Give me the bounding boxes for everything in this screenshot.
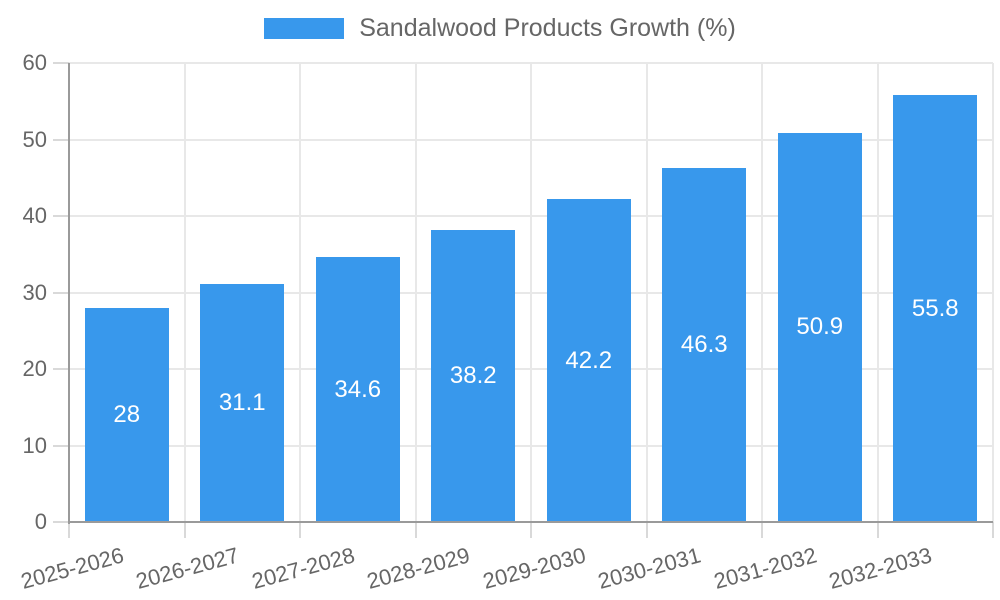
x-tick-label: 2026-2027 (133, 542, 242, 594)
y-tick-mark (53, 521, 69, 523)
x-tick-label: 2031-2032 (710, 542, 819, 594)
y-tick-label: 60 (22, 50, 47, 75)
y-tick-label: 0 (34, 509, 47, 534)
y-tick-mark (53, 138, 69, 141)
x-gridline (645, 63, 648, 522)
bar-value-label: 50.9 (796, 313, 844, 341)
x-tick-label: 2032-2033 (826, 542, 935, 594)
y-tick-mark (53, 215, 69, 217)
x-tick-mark (183, 522, 186, 538)
y-tick-label: 20 (22, 356, 47, 381)
y-tick-label: 30 (22, 279, 47, 305)
x-tick-mark (761, 522, 763, 538)
x-gridline (183, 63, 186, 522)
x-tick-mark (299, 522, 301, 538)
x-gridline (530, 63, 532, 522)
legend-item[interactable]: Sandalwood Products Growth (%) (264, 14, 736, 43)
bar[interactable]: 55.8 (893, 95, 978, 522)
y-tick-label: 40 (22, 203, 47, 228)
y-tick-label: 50 (22, 126, 47, 152)
bar-value-label: 55.8 (911, 294, 959, 322)
x-gridline (299, 63, 301, 522)
x-gridline (761, 63, 763, 522)
y-tick-mark (53, 62, 69, 64)
x-tick-mark (414, 522, 417, 538)
bar[interactable]: 34.6 (315, 257, 400, 522)
x-tick-mark (992, 522, 994, 538)
legend-label: Sandalwood Products Growth (%) (359, 14, 736, 42)
bar[interactable]: 50.9 (777, 132, 862, 522)
y-tick-mark (53, 444, 69, 447)
y-axis-line (68, 63, 70, 524)
x-tick-label: 2030-2031 (595, 542, 704, 594)
x-tick-mark (645, 522, 648, 538)
y-tick-mark (53, 368, 69, 370)
bar-value-label: 28 (113, 400, 141, 428)
legend-swatch-icon (264, 18, 345, 39)
x-gridline (876, 63, 879, 522)
bar-value-label: 34.6 (334, 375, 382, 403)
bar[interactable]: 42.2 (546, 199, 631, 522)
bar-value-label: 42.2 (565, 346, 613, 374)
x-tick-label: 2028-2029 (364, 542, 473, 594)
x-tick-label: 2025-2026 (17, 542, 126, 594)
bar-value-label: 38.2 (449, 361, 497, 389)
x-gridline (414, 63, 417, 522)
legend: Sandalwood Products Growth (%) (0, 14, 1000, 43)
x-tick-mark (876, 522, 879, 538)
bar-value-label: 31.1 (218, 389, 266, 417)
x-tick-label: 2027-2028 (248, 542, 357, 594)
bar[interactable]: 46.3 (662, 167, 747, 522)
bar[interactable]: 28 (84, 307, 169, 522)
bar[interactable]: 38.2 (431, 229, 516, 522)
bar[interactable]: 31.1 (200, 284, 285, 522)
x-gridline (992, 63, 994, 522)
y-tick-label: 10 (22, 432, 47, 458)
x-tick-mark (530, 522, 532, 538)
y-tick-mark (53, 291, 69, 294)
x-tick-label: 2029-2030 (479, 542, 588, 594)
bar-value-label: 46.3 (680, 330, 728, 358)
x-axis-line (69, 521, 993, 523)
x-tick-mark (68, 522, 70, 538)
